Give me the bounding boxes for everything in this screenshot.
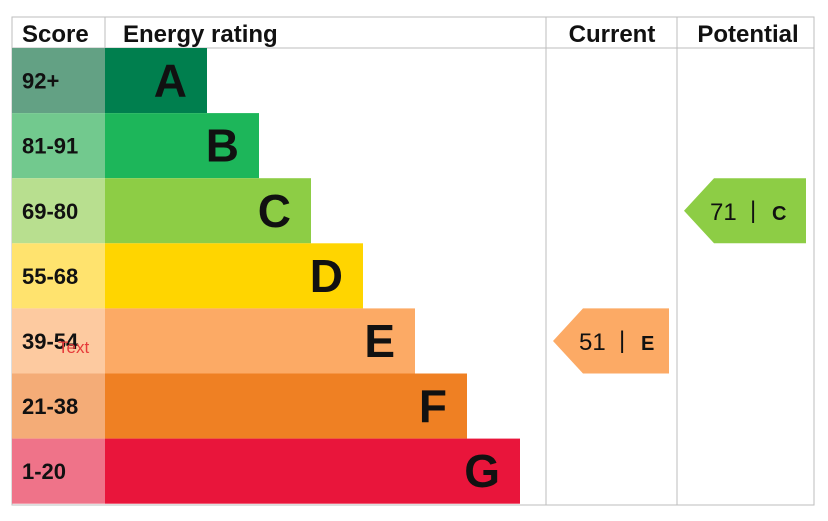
potential-letter: C: [772, 203, 786, 225]
band-c: 69-80 C: [12, 178, 311, 244]
potential-separator: |: [750, 197, 756, 224]
score-label-e: 39-54: [22, 329, 79, 354]
score-cell-g: [12, 438, 105, 504]
band-letter-f: F: [419, 380, 447, 432]
score-cell-e: [12, 308, 105, 374]
band-g: 1-20 G: [12, 438, 520, 504]
bar-g: [105, 438, 520, 504]
band-letter-e: E: [364, 315, 395, 367]
band-letter-d: D: [310, 250, 343, 302]
bar-c: [105, 178, 311, 244]
bar-a: [105, 48, 207, 114]
score-cell-b: [12, 113, 105, 179]
band-d: 55-68 D: [12, 243, 363, 309]
header-potential: Potential: [697, 21, 798, 48]
bar-b: [105, 113, 259, 179]
potential-rating-arrow: 71 | C: [684, 178, 806, 244]
header-energy-rating: Energy rating: [123, 21, 278, 48]
score-label-b: 81-91: [22, 134, 78, 159]
potential-value: 71: [710, 199, 737, 226]
score-label-g: 1-20: [22, 459, 66, 484]
band-a: 92+ A: [12, 48, 207, 114]
header-current: Current: [569, 21, 656, 48]
bar-e: [105, 308, 415, 374]
band-letter-g: G: [464, 445, 500, 497]
current-value: 51: [579, 329, 606, 356]
score-cell-c: [12, 178, 105, 244]
potential-arrow-shape: [684, 178, 806, 244]
rating-arrows: 51 | E 71 | C: [553, 178, 806, 374]
bar-f: [105, 373, 467, 439]
stray-text-label: Text: [58, 338, 89, 357]
band-letter-b: B: [206, 120, 239, 172]
band-b: 81-91 B: [12, 113, 259, 179]
score-cell-a: [12, 48, 105, 114]
band-f: 21-38 F: [12, 373, 467, 439]
score-label-c: 69-80: [22, 199, 78, 224]
score-cell-f: [12, 373, 105, 439]
band-e: 39-54 E: [12, 308, 415, 374]
band-letter-c: C: [258, 185, 291, 237]
score-cell-d: [12, 243, 105, 309]
score-label-d: 55-68: [22, 264, 78, 289]
current-letter: E: [641, 333, 654, 355]
rating-bands: 92+ A 81-91 B 69-80 C 55-68 D 39-54 E 21-38 F 1-20 G: [12, 48, 520, 504]
current-arrow-shape: [553, 308, 669, 374]
score-label-a: 92+: [22, 69, 59, 94]
current-separator: |: [619, 327, 625, 354]
score-label-f: 21-38: [22, 394, 78, 419]
band-letter-a: A: [154, 55, 187, 107]
bar-d: [105, 243, 363, 309]
header-score: Score: [22, 21, 89, 48]
current-rating-arrow: 51 | E: [553, 308, 669, 374]
